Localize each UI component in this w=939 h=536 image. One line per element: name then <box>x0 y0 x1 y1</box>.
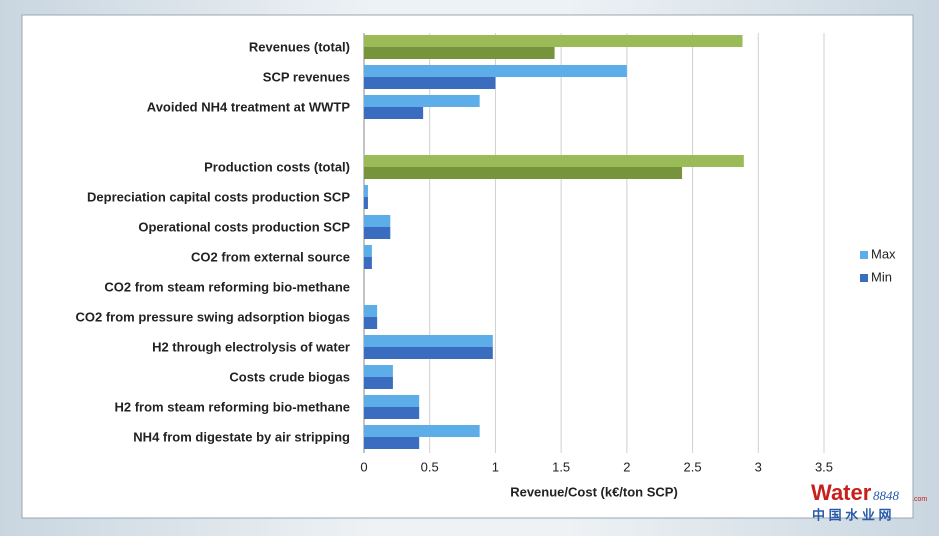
y-tick-label: Operational costs production SCP <box>138 219 350 234</box>
y-tick-label: CO2 from steam reforming bio-methane <box>104 279 350 294</box>
bar <box>364 377 393 389</box>
y-tick-label: SCP revenues <box>263 69 350 84</box>
y-tick-label: Depreciation capital costs production SC… <box>87 189 350 204</box>
bar <box>364 155 744 167</box>
x-tick-label: 2.5 <box>684 459 702 474</box>
bar <box>364 77 496 89</box>
watermark-number: 8848 <box>873 488 900 503</box>
bar <box>364 65 627 77</box>
bar <box>364 245 372 257</box>
legend-swatch <box>860 251 868 259</box>
bar <box>364 185 368 197</box>
x-tick-label: 1.5 <box>552 459 570 474</box>
watermark-domain: .com <box>912 496 927 503</box>
x-tick-label: 3.5 <box>815 459 833 474</box>
bar <box>364 35 743 47</box>
y-tick-label: H2 from steam reforming bio-methane <box>115 399 351 414</box>
x-tick-label: 0.5 <box>421 459 439 474</box>
watermark-chinese: 中 国 水 业 网 <box>812 507 891 522</box>
bar <box>364 305 378 317</box>
bar <box>364 437 420 449</box>
bar <box>364 227 391 239</box>
bar <box>364 347 493 359</box>
bar <box>364 407 420 419</box>
y-tick-label: Production costs (total) <box>204 159 350 174</box>
bar <box>364 395 420 407</box>
bar <box>364 365 393 377</box>
bar <box>364 425 480 437</box>
x-tick-label: 1 <box>492 459 499 474</box>
bar <box>364 197 368 209</box>
y-tick-label: H2 through electrolysis of water <box>152 339 350 354</box>
legend-swatch <box>860 274 868 282</box>
bar <box>364 167 683 179</box>
bar <box>364 47 555 59</box>
y-tick-label: Revenues (total) <box>249 39 350 54</box>
bar <box>364 107 424 119</box>
bar <box>364 257 372 269</box>
y-tick-label: Costs crude biogas <box>229 369 350 384</box>
x-tick-label: 2 <box>623 459 630 474</box>
x-axis-title: Revenue/Cost (k€/ton SCP) <box>510 484 678 499</box>
x-tick-label: 3 <box>755 459 762 474</box>
bar <box>364 317 378 329</box>
bar <box>364 215 391 227</box>
y-tick-label: CO2 from pressure swing adsorption bioga… <box>76 309 351 324</box>
legend-label: Max <box>871 246 896 261</box>
x-tick-label: 0 <box>360 459 367 474</box>
y-tick-label: NH4 from digestate by air stripping <box>133 429 350 444</box>
legend-label: Min <box>871 269 892 284</box>
bar <box>364 95 480 107</box>
y-tick-label: Avoided NH4 treatment at WWTP <box>147 99 351 114</box>
watermark-brand: Water <box>811 480 872 505</box>
y-tick-label: CO2 from external source <box>191 249 350 264</box>
bar <box>364 335 493 347</box>
